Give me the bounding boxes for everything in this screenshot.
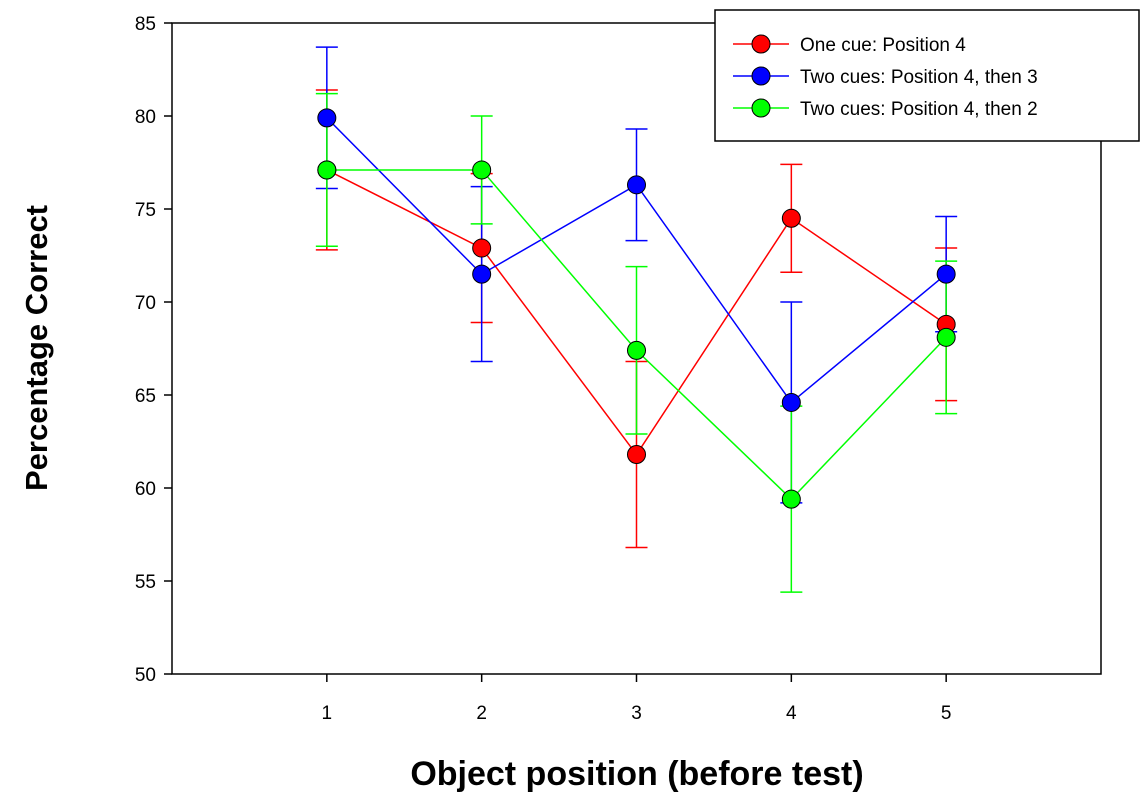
y-tick-label: 60 — [135, 479, 156, 500]
x-axis: 1 2 3 4 5 — [322, 674, 952, 724]
y-tick-label: 80 — [135, 107, 156, 128]
x-tick-label: 3 — [631, 703, 642, 724]
x-axis-title: Object position (before test) — [410, 755, 863, 793]
data-point — [317, 160, 337, 180]
series-3-markers — [317, 160, 956, 509]
legend-item: Two cues: Position 4, then 3 — [733, 66, 1038, 88]
data-point — [781, 208, 801, 228]
data-point — [627, 340, 646, 360]
x-tick-label: 4 — [786, 703, 797, 724]
legend-marker — [751, 66, 771, 86]
y-tick-label: 65 — [135, 386, 156, 407]
legend-item: Two cues: Position 4, then 2 — [733, 98, 1038, 120]
data-point — [936, 264, 956, 284]
data-point — [936, 327, 956, 347]
y-tick-label: 70 — [135, 293, 156, 314]
legend-label: Two cues: Position 4, then 3 — [800, 67, 1038, 88]
data-point — [472, 238, 492, 258]
data-point — [472, 264, 492, 284]
data-point — [781, 489, 801, 509]
x-tick-label: 5 — [941, 703, 952, 724]
y-tick-label: 55 — [135, 572, 156, 593]
legend-item: One cue: Position 4 — [733, 34, 966, 56]
data-point — [627, 445, 646, 465]
y-tick-label: 85 — [135, 14, 156, 35]
data-point — [627, 175, 646, 195]
legend-marker — [751, 34, 771, 54]
y-axis: 50 55 60 65 70 75 80 85 — [135, 14, 172, 686]
legend-label: One cue: Position 4 — [800, 35, 966, 56]
series-layer — [315, 46, 958, 593]
series-2-markers — [317, 108, 956, 412]
y-axis-title: Percentage Correct — [19, 205, 54, 491]
data-point — [472, 160, 492, 180]
x-tick-label: 1 — [322, 703, 333, 724]
legend-marker — [751, 98, 771, 118]
legend: One cue: Position 4 Two cues: Position 4,… — [714, 9, 1140, 142]
x-tick-label: 2 — [476, 703, 487, 724]
y-tick-label: 50 — [135, 665, 156, 686]
legend-label: Two cues: Position 4, then 2 — [800, 99, 1038, 120]
y-tick-label: 75 — [135, 200, 156, 221]
data-point — [317, 108, 337, 128]
data-point — [781, 392, 801, 412]
